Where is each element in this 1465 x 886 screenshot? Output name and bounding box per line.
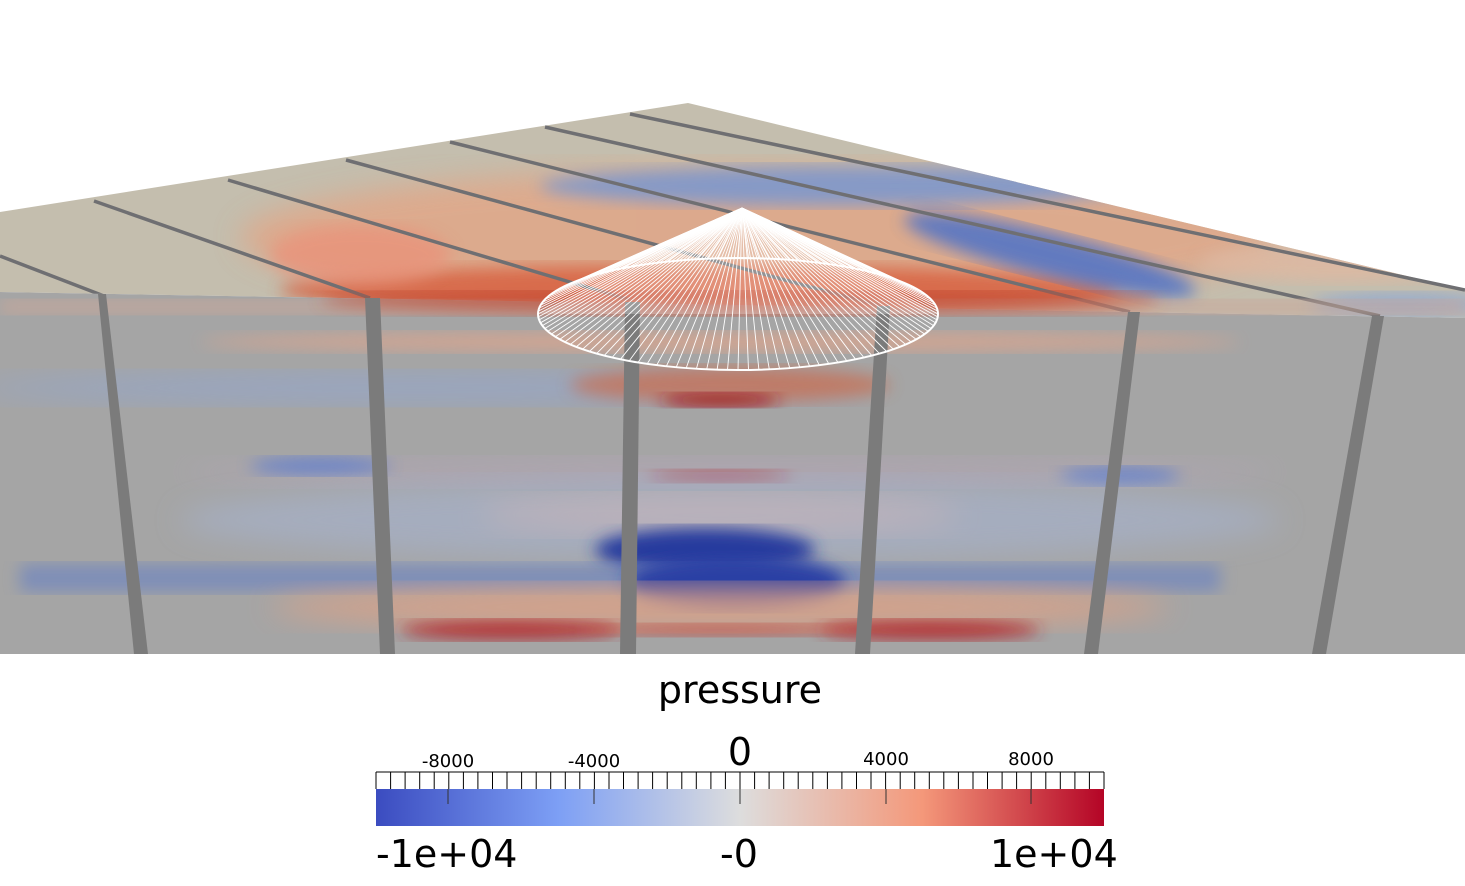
colorbar-tick-label: 0 xyxy=(727,730,753,774)
colorbar xyxy=(375,771,1105,826)
legend-title: pressure xyxy=(657,668,823,712)
probe-cone xyxy=(537,207,939,371)
colorbar-tick-label: 8000 xyxy=(1008,749,1054,770)
colorbar-tick-label: -4000 xyxy=(567,751,621,772)
colorbar-tick-label: -8000 xyxy=(421,751,475,772)
colorbar-max-label: 1e+04 xyxy=(990,832,1118,876)
colorbar-min-label: -1e+04 xyxy=(376,832,518,876)
colorbar-tick-label: 4000 xyxy=(863,749,909,770)
slab-side-faces xyxy=(0,290,1465,654)
colorbar-mid-label: -0 xyxy=(720,832,758,876)
